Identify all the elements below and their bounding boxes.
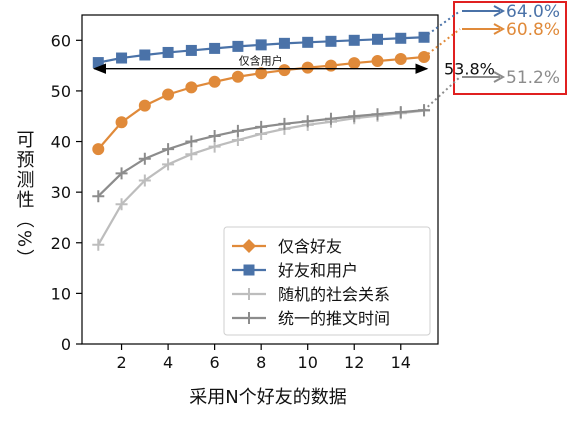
data-point — [348, 34, 360, 46]
x-tick-label: 2 — [116, 353, 126, 372]
callout-value: 60.8% — [506, 20, 560, 40]
x-tick-label: 6 — [210, 353, 220, 372]
data-point — [348, 57, 361, 70]
data-point — [92, 143, 105, 156]
data-point — [394, 53, 407, 66]
callout-arrow-head — [493, 5, 506, 17]
legend-box — [223, 226, 431, 336]
legend-marker — [243, 288, 255, 300]
data-point — [394, 106, 407, 119]
legend-marker — [243, 264, 255, 276]
series-4 — [92, 104, 431, 203]
series-2 — [92, 31, 430, 69]
x-tick-label: 4 — [163, 353, 173, 372]
legend-entry-1: 仅含好友 — [232, 237, 342, 256]
annotation-layer: 仅含用户 53.8% 64.0%60.8% 51.2% — [92, 1, 567, 111]
data-point — [115, 167, 128, 180]
data-point — [395, 32, 407, 44]
y-tick-label: 0 — [61, 335, 71, 354]
data-point — [185, 81, 198, 94]
data-point — [231, 124, 244, 137]
legend-label: 仅含好友 — [278, 237, 342, 256]
y-tick-label: 40 — [51, 133, 71, 152]
data-point — [162, 88, 175, 101]
data-point — [301, 115, 314, 128]
callout-value: 51.2% — [506, 68, 560, 88]
data-point — [138, 99, 151, 112]
data-point — [208, 75, 221, 88]
data-point — [185, 135, 198, 148]
data-point — [138, 174, 151, 187]
data-point — [115, 198, 128, 211]
data-point — [209, 42, 221, 54]
legend-marker — [243, 312, 255, 324]
data-point — [139, 49, 151, 61]
data-point — [371, 108, 384, 121]
data-point — [208, 140, 221, 153]
callout-connector — [423, 76, 461, 111]
x-tick-label: 12 — [344, 353, 364, 372]
data-point — [208, 129, 221, 142]
data-point — [324, 59, 337, 72]
data-point — [325, 35, 337, 47]
y-tick-label: 60 — [51, 31, 71, 50]
span-label: 仅含用户 — [239, 54, 283, 68]
data-point — [301, 61, 314, 74]
plot-frame — [81, 14, 439, 345]
legend-entry-2: 好友和用户 — [232, 261, 358, 280]
axes: 2 4 6 8 10 12 14 0 10 20 30 40 50 60 采用N个好友的数据 可预测性（%） — [14, 14, 439, 408]
data-point — [348, 110, 361, 123]
data-point — [255, 120, 268, 133]
data-point — [162, 46, 174, 58]
data-point — [372, 33, 384, 45]
callout-3: 51.2% — [423, 68, 560, 111]
data-point — [231, 70, 244, 83]
data-point — [302, 36, 314, 48]
callout-2: 60.8% — [423, 20, 560, 58]
data-point — [162, 158, 175, 171]
y-tick-label: 20 — [51, 234, 71, 253]
y-tick-label: 50 — [51, 82, 71, 101]
data-point — [371, 55, 384, 68]
callout-arrow-head — [493, 23, 506, 35]
highlight-box — [453, 1, 567, 95]
x-tick-label: 8 — [256, 353, 266, 372]
x-axis-title: 采用N个好友的数据 — [189, 387, 346, 408]
callout-1: 64.0% — [423, 2, 560, 39]
data-point — [138, 152, 151, 165]
callout-value: 64.0% — [506, 2, 560, 22]
y-tick-label: 30 — [51, 183, 71, 202]
data-point — [418, 104, 431, 117]
data-point — [278, 117, 291, 130]
span-value: 53.8% — [444, 60, 495, 79]
x-tick-label: 14 — [391, 353, 411, 372]
data-point — [92, 238, 105, 251]
x-tick-label: 10 — [298, 353, 318, 372]
data-point — [255, 39, 267, 51]
data-point — [278, 37, 290, 49]
y-tick-label: 10 — [51, 284, 71, 303]
legend-label: 统一的推文时间 — [278, 309, 390, 328]
data-point — [92, 190, 105, 203]
data-point — [324, 112, 337, 125]
data-point — [115, 116, 128, 129]
data-point — [232, 40, 244, 52]
callout-arrow-head — [493, 71, 506, 83]
data-point — [162, 143, 175, 156]
data-point — [255, 67, 268, 80]
data-point — [116, 52, 128, 64]
legend-label: 随机的社会关系 — [278, 285, 390, 304]
data-point — [92, 57, 104, 69]
data-point — [185, 44, 197, 56]
legend-label: 好友和用户 — [278, 261, 358, 280]
legend-marker — [242, 239, 256, 253]
y-axis-title: 可预测性（%） — [14, 130, 35, 269]
legend-entry-3: 随机的社会关系 — [232, 285, 390, 304]
data-point — [185, 148, 198, 161]
legend-entry-4: 统一的推文时间 — [232, 309, 390, 328]
